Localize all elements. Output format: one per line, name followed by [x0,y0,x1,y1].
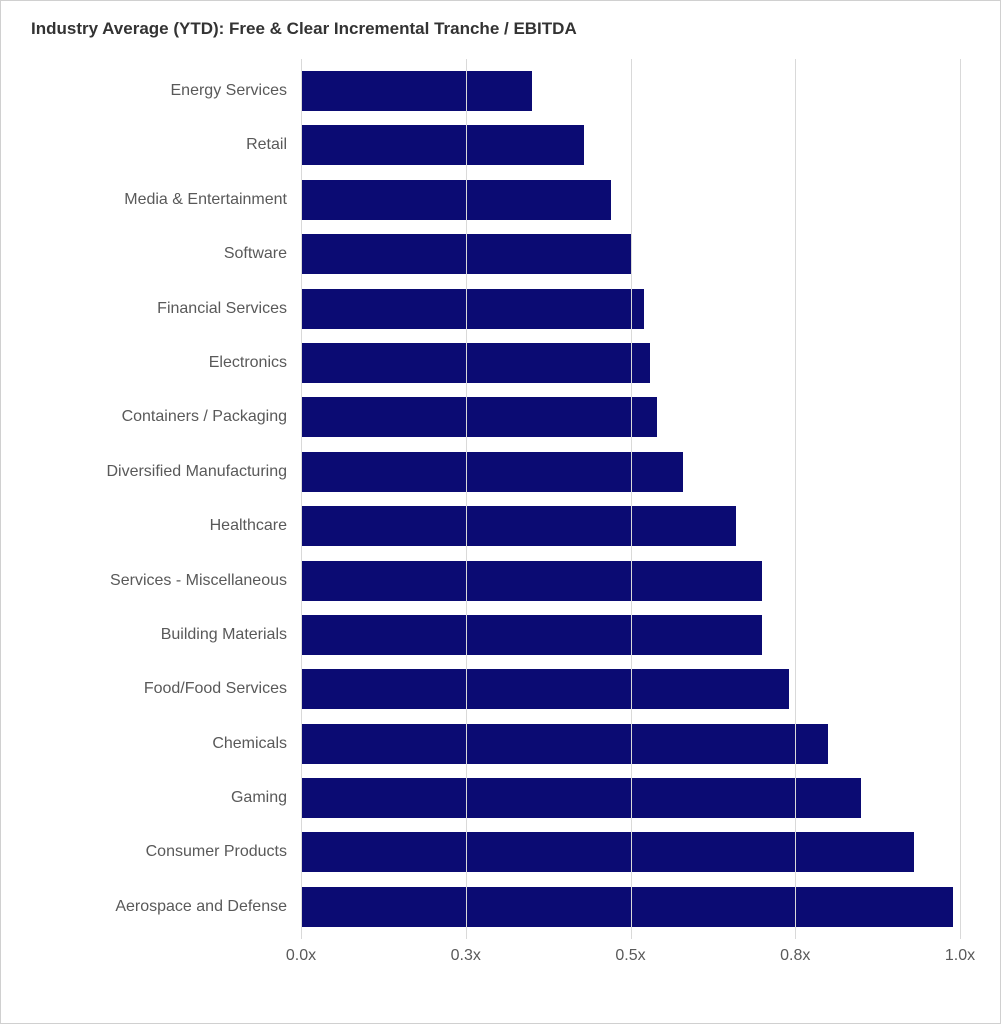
bar-label: Building Materials [161,626,287,644]
gridline [466,59,467,939]
chart-title: Industry Average (YTD): Free & Clear Inc… [31,19,970,39]
bar-label: Software [224,245,287,263]
bar-label: Food/Food Services [144,680,287,698]
bar-label: Financial Services [157,300,287,318]
x-tick-label: 0.3x [451,947,481,965]
bar-rect [301,887,953,927]
x-tick-label: 1.0x [945,947,975,965]
bar-label: Energy Services [171,82,288,100]
plot-inner: Energy ServicesRetailMedia & Entertainme… [301,59,960,939]
bar-label: Consumer Products [146,843,287,861]
x-tick-label: 0.8x [780,947,810,965]
bar-rect [301,397,657,437]
bar-label: Aerospace and Defense [115,898,287,916]
bar-rect [301,724,828,764]
gridline [795,59,796,939]
plot-area: Energy Services Retail Media & Entertainme… [31,59,970,979]
gridline [301,59,302,939]
bar-rect [301,289,644,329]
bar-rect [301,125,584,165]
bar-label: Chemicals [212,735,287,753]
bar-rect [301,832,914,872]
bar-rect [301,506,736,546]
bar-label: Media & Entertainment [124,191,287,209]
bar-rect [301,561,762,601]
bar-rect [301,452,683,492]
gridline [631,59,632,939]
bar-rect [301,615,762,655]
x-axis: 0.0x0.3x0.5x0.8x1.0x [301,939,960,979]
bar-label: Healthcare [210,517,287,535]
bar-label: Containers / Packaging [122,408,287,426]
x-tick-label: 0.0x [286,947,316,965]
bar-label: Gaming [231,789,287,807]
bar-rect [301,778,861,818]
gridline [960,59,961,939]
bar-rect [301,343,650,383]
bar-label: Electronics [209,354,287,372]
chart-container: Industry Average (YTD): Free & Clear Inc… [0,0,1001,1024]
bar-label: Retail [246,136,287,154]
x-tick-label: 0.5x [615,947,645,965]
bar-label: Services - Miscellaneous [110,572,287,590]
bar-rect [301,180,611,220]
bar-label: Diversified Manufacturing [106,463,287,481]
bar-rect [301,71,532,111]
bar-rect [301,669,789,709]
